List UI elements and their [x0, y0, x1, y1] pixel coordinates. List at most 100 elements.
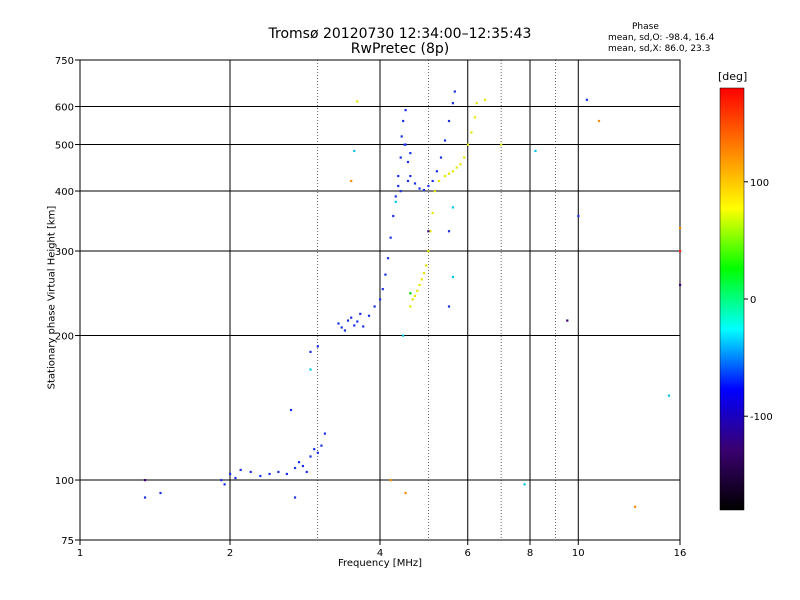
- data-point: [289, 408, 293, 412]
- data-point: [447, 119, 451, 123]
- x-tick-label: 1: [77, 548, 83, 559]
- data-point: [362, 325, 365, 328]
- data-point: [455, 166, 458, 169]
- data-point: [293, 496, 297, 499]
- data-point: [422, 189, 426, 192]
- data-point: [409, 152, 412, 155]
- data-point: [373, 305, 376, 308]
- data-point: [433, 190, 436, 193]
- data-point: [459, 163, 462, 166]
- data-point: [386, 257, 390, 260]
- data-point: [634, 505, 637, 508]
- phase-stats-x: mean, sd,X: 86.0, 23.3: [608, 44, 711, 54]
- y-tick-label: 200: [55, 332, 74, 343]
- data-point: [397, 174, 400, 178]
- data-point: [443, 139, 447, 142]
- data-point: [379, 298, 382, 301]
- data-point: [397, 184, 400, 188]
- data-point: [399, 190, 402, 193]
- data-point: [384, 273, 387, 276]
- data-point: [404, 491, 407, 495]
- data-point: [427, 230, 430, 233]
- data-point: [350, 316, 353, 319]
- data-point: [297, 461, 301, 464]
- data-point: [667, 394, 671, 397]
- data-point: [413, 182, 417, 185]
- data-point: [418, 187, 421, 190]
- data-point: [350, 179, 353, 183]
- data-point: [404, 109, 407, 112]
- data-point: [159, 491, 162, 495]
- data-point: [585, 98, 588, 101]
- colorbar-unit-label: [deg]: [718, 70, 748, 83]
- data-point: [453, 90, 456, 93]
- data-point: [293, 466, 297, 470]
- chart-title: Tromsø 20120730 12:34:00–12:35:43: [268, 26, 532, 42]
- data-point: [323, 432, 327, 435]
- data-point: [409, 292, 412, 295]
- data-point: [523, 483, 526, 486]
- data-point: [400, 135, 403, 138]
- data-point: [500, 143, 503, 146]
- data-point: [394, 195, 397, 198]
- y-tick-label: 600: [55, 103, 74, 114]
- data-point: [435, 170, 438, 173]
- data-point: [447, 172, 451, 175]
- data-point: [422, 271, 426, 275]
- data-point: [309, 350, 312, 353]
- data-point: [451, 170, 455, 173]
- data-point: [389, 479, 392, 482]
- data-point: [427, 250, 430, 253]
- data-point: [309, 455, 312, 458]
- data-point: [411, 298, 414, 301]
- data-point: [313, 448, 316, 451]
- data-point: [402, 119, 405, 123]
- data-point: [679, 227, 682, 230]
- data-point: [475, 102, 478, 105]
- data-point: [429, 230, 432, 233]
- data-point: [343, 329, 347, 332]
- data-point: [305, 470, 308, 474]
- data-point: [346, 319, 350, 322]
- x-axis-label: Frequency [MHz]: [337, 558, 423, 569]
- data-point: [473, 116, 477, 119]
- data-point: [451, 275, 455, 279]
- phase-stats-o: mean, sd,O: -98.4, 16.4: [608, 33, 715, 43]
- data-point: [420, 278, 423, 281]
- colorbar: [719, 87, 745, 511]
- data-point: [249, 470, 252, 474]
- chart-subtitle: RwPretec (8p): [350, 41, 450, 57]
- data-point: [392, 214, 395, 218]
- data-point: [353, 149, 356, 153]
- y-tick-label: 300: [55, 247, 74, 258]
- colorbar-tick-label: 0: [750, 295, 756, 306]
- x-tick-label: 10: [572, 548, 585, 559]
- colorbar-tick-label: 100: [750, 178, 769, 189]
- data-point: [425, 264, 428, 267]
- data-point: [597, 119, 601, 123]
- data-point: [353, 324, 356, 327]
- y-tick-label: 500: [55, 141, 74, 152]
- data-point: [320, 444, 323, 447]
- data-point: [451, 206, 455, 209]
- data-point: [239, 468, 242, 472]
- x-tick-label: 16: [674, 548, 687, 559]
- data-point: [566, 319, 569, 322]
- data-point: [359, 312, 362, 315]
- data-point: [356, 100, 359, 103]
- data-point: [577, 214, 580, 218]
- data-point: [337, 322, 340, 325]
- data-point: [437, 179, 441, 183]
- data-point: [316, 345, 319, 348]
- data-point: [268, 472, 271, 476]
- phase-panel-title: Phase: [632, 22, 659, 32]
- data-point: [679, 283, 682, 287]
- data-point: [413, 294, 417, 297]
- data-point: [404, 143, 407, 146]
- data-point: [356, 320, 359, 323]
- data-point: [463, 156, 466, 159]
- data-point: [534, 149, 537, 153]
- data-point: [447, 305, 451, 308]
- data-point: [229, 472, 232, 476]
